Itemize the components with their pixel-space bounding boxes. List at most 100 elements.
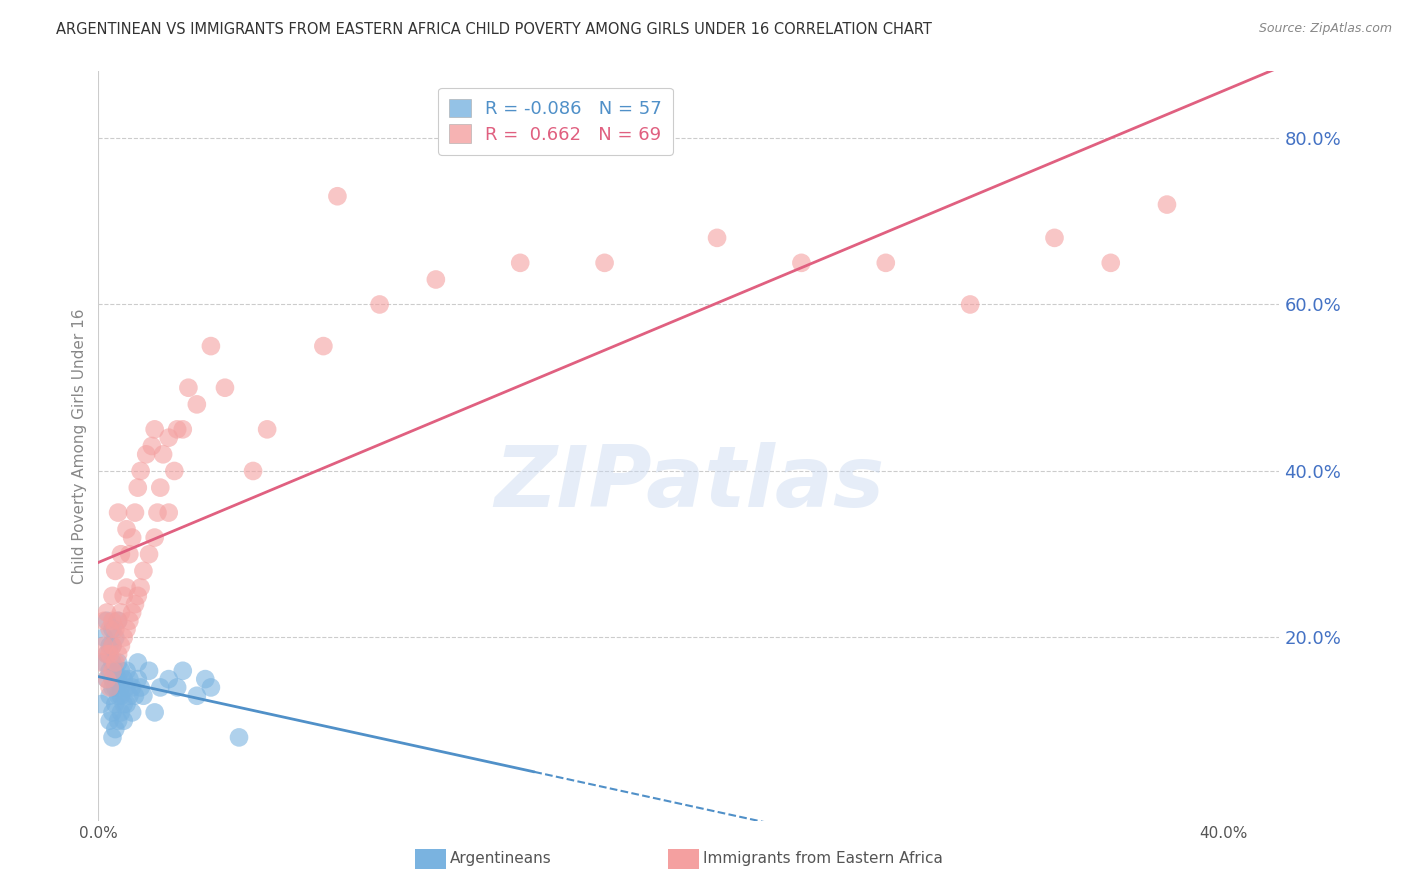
Point (112, 672, 135, 686)
Point (368, 297, 391, 311)
Point (177, 381, 200, 395)
Point (90, 656, 112, 670)
Point (129, 581, 152, 595)
Point (141, 439, 163, 453)
Point (163, 464, 186, 478)
Point (98, 664, 121, 678)
Point (1156, 197, 1178, 211)
Point (110, 547, 132, 561)
Point (107, 689, 129, 703)
Point (90, 697, 112, 711)
Point (118, 689, 141, 703)
Point (121, 681, 143, 695)
Point (104, 564, 127, 578)
Point (101, 656, 124, 670)
Point (104, 697, 127, 711)
Point (98, 714, 121, 728)
Point (104, 672, 127, 686)
Text: Argentineans: Argentineans (450, 851, 551, 865)
Point (101, 664, 124, 678)
Point (959, 297, 981, 311)
Text: Immigrants from Eastern Africa: Immigrants from Eastern Africa (703, 851, 943, 865)
Point (593, 256, 616, 270)
Point (149, 681, 172, 695)
Point (138, 547, 160, 561)
Point (104, 664, 127, 678)
Point (101, 589, 124, 603)
Point (242, 464, 264, 478)
Point (425, 272, 447, 286)
Point (112, 589, 135, 603)
Point (93, 631, 115, 645)
Point (101, 639, 124, 653)
Point (124, 506, 146, 520)
Point (96, 614, 118, 628)
Point (127, 481, 149, 495)
Point (115, 681, 138, 695)
Point (98, 647, 121, 661)
Point (93, 614, 115, 628)
Point (118, 547, 141, 561)
Point (121, 706, 143, 720)
Text: ARGENTINEAN VS IMMIGRANTS FROM EASTERN AFRICA CHILD POVERTY AMONG GIRLS UNDER 16: ARGENTINEAN VS IMMIGRANTS FROM EASTERN A… (56, 22, 932, 37)
Point (101, 706, 124, 720)
Point (194, 672, 217, 686)
Point (166, 681, 188, 695)
Point (186, 397, 208, 411)
Point (214, 381, 236, 395)
Point (93, 639, 115, 653)
Point (101, 672, 124, 686)
Point (138, 664, 160, 678)
Point (132, 564, 155, 578)
Point (110, 689, 132, 703)
Point (96, 606, 118, 620)
Point (1043, 231, 1066, 245)
Point (107, 647, 129, 661)
Point (509, 256, 531, 270)
Point (110, 639, 132, 653)
Point (96, 647, 118, 661)
Point (110, 664, 132, 678)
Point (124, 597, 146, 611)
Point (96, 672, 118, 686)
Point (127, 656, 149, 670)
Point (157, 431, 180, 445)
Point (107, 656, 129, 670)
Point (107, 672, 129, 686)
Point (149, 481, 172, 495)
Point (107, 506, 129, 520)
Point (200, 681, 222, 695)
Point (200, 339, 222, 353)
Point (101, 681, 124, 695)
Legend: R = -0.086   N = 57, R =  0.662   N = 69: R = -0.086 N = 57, R = 0.662 N = 69 (439, 88, 672, 154)
Point (101, 731, 124, 745)
Point (172, 664, 194, 678)
Point (98, 681, 121, 695)
Point (101, 614, 124, 628)
Point (107, 614, 129, 628)
Point (107, 614, 129, 628)
Point (96, 647, 118, 661)
Point (118, 614, 141, 628)
Point (1099, 256, 1122, 270)
Point (115, 622, 138, 636)
Point (115, 697, 138, 711)
Point (101, 622, 124, 636)
Point (104, 622, 127, 636)
Point (110, 681, 132, 695)
Point (112, 697, 135, 711)
Point (312, 339, 335, 353)
Point (143, 706, 166, 720)
Point (186, 689, 208, 703)
Point (152, 447, 174, 461)
Point (135, 447, 157, 461)
Point (157, 506, 180, 520)
Point (124, 689, 146, 703)
Point (104, 631, 127, 645)
Point (93, 656, 115, 670)
Point (127, 672, 149, 686)
Point (129, 464, 152, 478)
Y-axis label: Child Poverty Among Girls Under 16: Child Poverty Among Girls Under 16 (72, 309, 87, 583)
Point (326, 189, 349, 203)
Text: Source: ZipAtlas.com: Source: ZipAtlas.com (1258, 22, 1392, 36)
